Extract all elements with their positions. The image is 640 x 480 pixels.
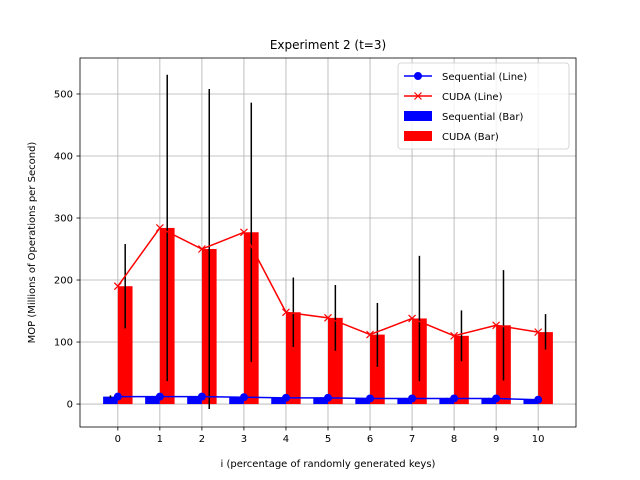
legend: Sequential (Line) CUDA (Line) Sequential (… — [397, 62, 570, 150]
y-axis-ticks: 0 100 200 300 400 500 — [54, 89, 80, 411]
legend-label-cuda-bar: CUDA (Bar) — [442, 132, 499, 143]
x-tick-label: 3 — [241, 434, 247, 445]
x-tick-label: 4 — [283, 434, 289, 445]
legend-swatch-sequential-bar — [404, 111, 432, 121]
bar-sequential-bar — [187, 396, 202, 405]
marker-sequential-line — [239, 393, 248, 402]
marker-cuda-line — [197, 245, 206, 253]
y-tick-label: 400 — [54, 151, 73, 162]
bar-sequential-bar — [481, 398, 497, 405]
bar-sequential-bar — [145, 396, 160, 405]
bar-sequential-bar — [355, 398, 371, 405]
marker-cuda-line — [282, 308, 290, 317]
bar-sequential-bar — [103, 396, 118, 405]
bar-sequential-bar — [271, 397, 286, 405]
x-axis-ticks: 0 1 2 3 4 5 6 7 8 9 10 — [115, 427, 545, 445]
legend-box — [397, 62, 570, 150]
marker-cuda-line — [534, 328, 543, 337]
marker-cuda-line — [366, 330, 374, 339]
marker-sequential-line — [534, 395, 543, 404]
marker-cuda-line — [450, 331, 459, 340]
marker-sequential-line — [492, 394, 501, 403]
marker-cuda-line — [408, 314, 416, 323]
marker-sequential-line — [113, 392, 122, 401]
legend-label-sequential-bar: Sequential (Bar) — [442, 112, 523, 123]
marker-sequential-line — [366, 394, 375, 403]
y-tick-label: 100 — [54, 338, 73, 349]
marker-cuda-line — [113, 282, 122, 291]
y-axis-label: MOP (Millions of Operations per Second) — [27, 142, 38, 344]
bar-sequential-bar — [439, 398, 455, 405]
x-tick-label: 8 — [451, 434, 457, 445]
x-tick-label: 0 — [115, 434, 121, 445]
bar-sequential-bar — [523, 399, 539, 405]
marker-cuda-line — [324, 313, 332, 322]
y-tick-label: 200 — [54, 276, 73, 287]
bar-sequential-bar — [397, 398, 413, 405]
marker-cuda-line — [155, 224, 164, 232]
y-tick-label: 300 — [54, 214, 73, 225]
bar-cuda-bar — [328, 317, 343, 405]
x-tick-label: 9 — [493, 434, 499, 445]
x-tick-label: 7 — [409, 434, 415, 445]
x-tick-label: 5 — [325, 434, 331, 445]
error-bars — [109, 74, 547, 410]
legend-marker-sequential-line — [414, 72, 422, 80]
chart-title: Experiment 2 (t=3) — [270, 38, 386, 52]
bar-cuda-bar — [370, 334, 385, 405]
y-tick-label: 0 — [67, 400, 73, 411]
bar-sequential-bar — [229, 397, 244, 405]
bar-cuda-bar — [117, 286, 133, 405]
marker-sequential-line — [408, 394, 417, 403]
legend-marker-cuda-line — [414, 92, 422, 100]
series-lines — [113, 224, 543, 404]
marker-sequential-line — [281, 393, 290, 402]
legend-label-cuda-line: CUDA (Line) — [442, 92, 503, 103]
marker-sequential-line — [197, 392, 206, 401]
legend-label-sequential-line: Sequential (Line) — [442, 72, 527, 83]
marker-sequential-line — [155, 392, 164, 401]
x-tick-label: 6 — [367, 434, 373, 445]
marker-cuda-line — [492, 321, 501, 330]
x-tick-label: 10 — [532, 434, 545, 445]
x-tick-label: 1 — [157, 434, 163, 445]
x-tick-label: 2 — [199, 434, 205, 445]
marker-sequential-line — [324, 393, 332, 402]
bar-cuda-bar — [538, 332, 553, 405]
y-tick-label: 500 — [54, 89, 73, 100]
legend-swatch-cuda-bar — [404, 131, 432, 141]
bar-sequential-bar — [313, 397, 328, 405]
marker-sequential-line — [450, 394, 459, 403]
marker-cuda-line — [240, 228, 248, 237]
bar-cuda-bar — [454, 335, 469, 405]
bar-cuda-bar — [285, 312, 301, 405]
x-axis-label: i (percentage of randomly generated keys… — [221, 459, 436, 470]
